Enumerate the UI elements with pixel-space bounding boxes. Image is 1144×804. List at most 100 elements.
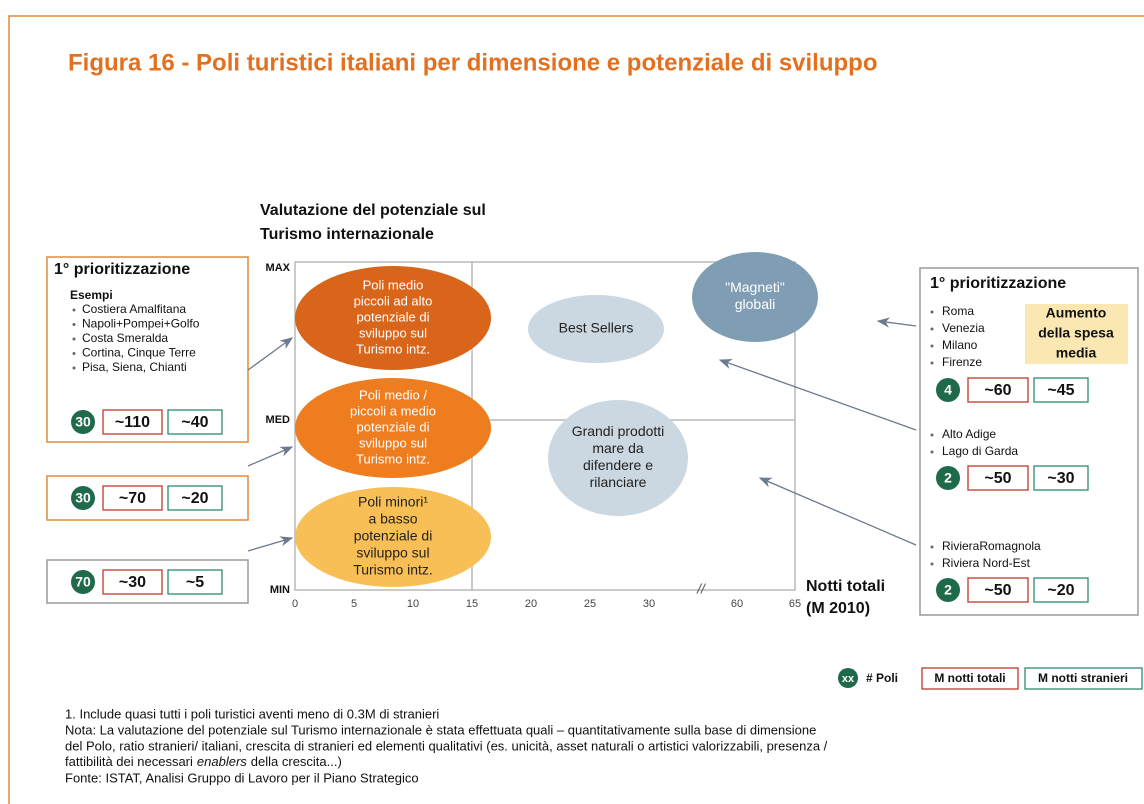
bullet xyxy=(930,327,934,331)
notti-stranieri: ~45 xyxy=(1047,382,1074,399)
legend-box xyxy=(1024,667,1143,690)
bubble-label: a basso xyxy=(368,511,417,527)
bubble-label: Turismo intz. xyxy=(353,562,433,578)
panel-heading: 1° prioritizzazione xyxy=(54,261,190,278)
bubble-label: sviluppo sul xyxy=(356,545,429,561)
frame xyxy=(8,15,1144,804)
bubble xyxy=(528,295,664,363)
poli-count: 2 xyxy=(944,470,952,486)
notti-totali: ~50 xyxy=(984,470,1011,487)
bubble-label: mare da xyxy=(592,440,644,456)
example: Cortina, Cinque Terre xyxy=(82,346,196,360)
notti-stranieri-box xyxy=(1033,577,1089,603)
poli-count: 30 xyxy=(75,490,91,506)
pole: Alto Adige xyxy=(942,427,996,441)
poli-badge xyxy=(936,466,960,490)
arrows xyxy=(247,317,917,552)
source: Fonte: ISTAT, Analisi Gruppo di Lavoro p… xyxy=(65,770,419,785)
notti-stranieri: ~30 xyxy=(1047,470,1074,487)
notti-totali-box xyxy=(102,569,163,595)
pole: Milano xyxy=(942,338,978,352)
axis-title: Valutazione del potenziale sul xyxy=(260,202,486,219)
notti-stranieri: ~5 xyxy=(186,574,204,591)
pole: Roma xyxy=(942,304,974,318)
poli-count: 30 xyxy=(75,414,91,430)
note-part: della crescita...) xyxy=(251,754,342,769)
note: del Polo, ratio stranieri/ italiani, cre… xyxy=(65,738,828,753)
examples-label: Esempi xyxy=(70,288,113,302)
x-tick-label: 10 xyxy=(407,598,419,610)
footnote: 1. Include quasi tutti i poli turistici … xyxy=(65,706,439,721)
bullet xyxy=(72,366,76,370)
poli-count: 70 xyxy=(75,574,91,590)
x-tick-label: 65 xyxy=(789,598,801,610)
notti-stranieri-box xyxy=(167,485,223,511)
notti-stranieri-box xyxy=(167,409,223,435)
bullet xyxy=(930,562,934,566)
bubble xyxy=(548,400,688,516)
bubble-label: Turismo intz. xyxy=(356,451,430,466)
bubble xyxy=(295,378,491,478)
bubble-label: Best Sellers xyxy=(559,320,634,336)
axis-title: Notti totali xyxy=(806,578,885,595)
x-tick-label: 5 xyxy=(351,598,357,610)
pole: Firenze xyxy=(942,355,982,369)
notti-totali-box xyxy=(967,465,1029,491)
bubble-label: Poli minori¹ xyxy=(358,494,428,510)
pole: Venezia xyxy=(942,321,985,335)
bubble-label: Grandi prodotti xyxy=(572,423,665,439)
poli-badge xyxy=(71,570,95,594)
bullet xyxy=(930,310,934,314)
panel-heading: 1° prioritizzazione xyxy=(930,275,1066,292)
bullet xyxy=(930,433,934,437)
y-level: MED xyxy=(266,414,291,426)
plot-area xyxy=(294,261,796,591)
poli-badge xyxy=(936,578,960,602)
legend-box xyxy=(921,667,1019,690)
bullet xyxy=(72,308,76,312)
x-tick-label: 25 xyxy=(584,598,596,610)
bubble-label: sviluppo sul xyxy=(359,325,427,340)
bubble-label: Turismo intz. xyxy=(356,341,430,356)
poli-badge xyxy=(71,410,95,434)
callout: della spesa xyxy=(1038,325,1114,341)
example: Napoli+Pompei+Golfo xyxy=(82,317,200,331)
y-level: MAX xyxy=(266,262,291,274)
notti-totali-box xyxy=(102,409,163,435)
poli-count: 4 xyxy=(944,382,952,398)
legend-label: M notti totali xyxy=(934,671,1005,685)
bullet xyxy=(930,450,934,454)
bubble-label: potenziale di xyxy=(357,419,430,434)
axis-break: // xyxy=(696,581,707,597)
bubble-label: Poli medio / xyxy=(359,387,427,402)
bubble-label: globali xyxy=(735,296,775,312)
axis-title: Turismo internazionale xyxy=(260,226,434,243)
x-tick-label: 0 xyxy=(292,598,298,610)
x-tick-label: 60 xyxy=(731,598,743,610)
notti-totali-box xyxy=(967,577,1029,603)
bubble-label: sviluppo sul xyxy=(359,435,427,450)
axis-title: (M 2010) xyxy=(806,600,870,617)
legend-label: M notti stranieri xyxy=(1038,671,1128,685)
notti-totali: ~60 xyxy=(984,382,1011,399)
notti-totali-box xyxy=(102,485,163,511)
legend-badge-label: xx xyxy=(842,673,855,685)
notti-totali-box xyxy=(967,377,1029,403)
note-part: fattibilità dei necessari xyxy=(65,754,193,769)
bubble-label: "Magneti" xyxy=(725,279,785,295)
example: Costiera Amalfitana xyxy=(82,302,186,316)
bullet xyxy=(72,337,76,341)
pole: Riviera Nord-Est xyxy=(942,556,1031,570)
note: fattibilità dei necessari enablers della c… xyxy=(65,754,342,769)
notti-totali: ~110 xyxy=(115,414,150,431)
notti-stranieri-box xyxy=(167,569,223,595)
x-tick-label: 15 xyxy=(466,598,478,610)
notti-stranieri-box xyxy=(1033,377,1089,403)
notti-totali: ~30 xyxy=(119,574,146,591)
bullet xyxy=(930,344,934,348)
bullet xyxy=(930,545,934,549)
bubble-label: rilanciare xyxy=(590,474,647,490)
bubble xyxy=(295,487,491,587)
